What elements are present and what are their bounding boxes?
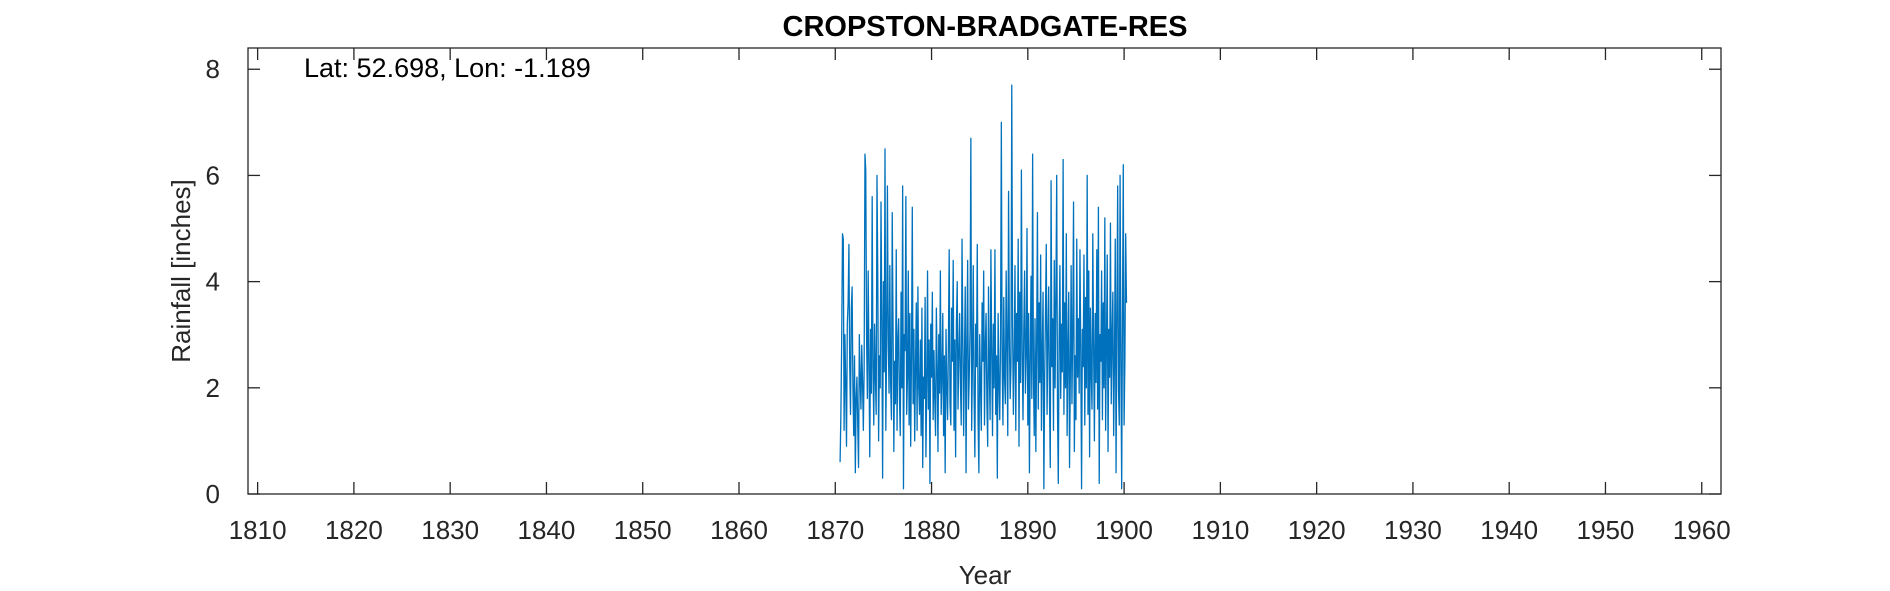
x-tick-label: 1850 (614, 515, 672, 545)
x-tick-label: 1810 (229, 515, 287, 545)
x-tick-label: 1830 (421, 515, 479, 545)
x-tick-label: 1900 (1095, 515, 1153, 545)
x-tick-label: 1960 (1673, 515, 1731, 545)
x-tick-label: 1860 (710, 515, 768, 545)
x-tick-label: 1910 (1191, 515, 1249, 545)
chart-title: CROPSTON-BRADGATE-RES (783, 11, 1188, 43)
x-tick-label: 1920 (1288, 515, 1346, 545)
y-tick-label: 6 (206, 160, 220, 190)
axis-ticks (248, 48, 1721, 495)
plot-area (247, 47, 1722, 495)
x-tick-label: 1840 (518, 515, 576, 545)
x-axis-label: Year (959, 560, 1012, 590)
y-tick-label: 4 (206, 267, 220, 297)
x-tick-label: 1950 (1577, 515, 1635, 545)
y-tick-label: 8 (206, 54, 220, 84)
station-coordinates: Lat: 52.698, Lon: -1.189 (304, 53, 591, 83)
x-tick-label: 1930 (1384, 515, 1442, 545)
x-tick-label: 1890 (999, 515, 1057, 545)
x-tick-label: 1940 (1480, 515, 1538, 545)
axis-tick-labels: 1810 1820 1830 1840 1850 1860 1870 1880 1890 1900… (206, 54, 1731, 545)
series-line (839, 84, 1128, 490)
y-axis-label: Rainfall [inches] (166, 179, 196, 363)
x-tick-label: 1820 (325, 515, 383, 545)
x-tick-label: 1870 (806, 515, 864, 545)
y-tick-label: 2 (206, 373, 220, 403)
x-tick-label: 1880 (903, 515, 961, 545)
y-tick-label: 0 (206, 479, 220, 509)
